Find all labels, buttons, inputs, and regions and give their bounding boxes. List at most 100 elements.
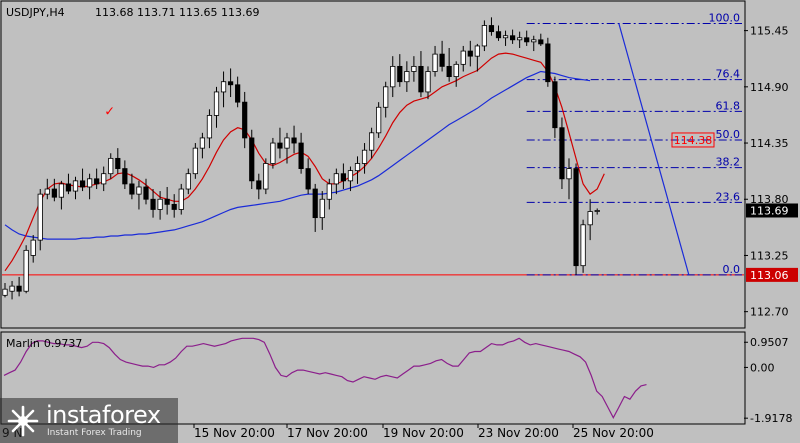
marlin-tick-label: 0.00: [750, 361, 775, 374]
main-chart-panel: 110.0100.076.461.850.038.223.60.0 ✓114.3…: [0, 0, 746, 329]
candle-body: [94, 178, 100, 185]
candle: [488, 17, 495, 36]
candle-body: [404, 71, 410, 83]
current-price-label: 113.69: [750, 204, 789, 217]
candle: [58, 180, 65, 210]
candle-body: [291, 137, 297, 144]
price-tick-label: 115.45: [750, 25, 789, 38]
candle: [150, 189, 156, 218]
marlin-value: 0.9737: [44, 337, 83, 350]
candle-body: [72, 180, 79, 192]
candle-body: [425, 71, 431, 93]
fibo-label: 100.0: [709, 11, 741, 24]
candle: [432, 45, 438, 77]
candle: [220, 71, 227, 108]
candle-body: [249, 137, 255, 182]
candle-body: [23, 249, 29, 292]
marlin-line: [3, 337, 647, 419]
candle: [446, 47, 452, 82]
marlin-tick-label: 0.9507: [750, 336, 789, 349]
candle: [136, 180, 142, 210]
candle: [249, 129, 255, 190]
candle-body: [122, 168, 128, 185]
candle-body: [30, 239, 36, 256]
candle: [481, 20, 488, 52]
candle-body: [524, 37, 530, 43]
candle-body: [495, 31, 502, 39]
candle-body: [566, 168, 572, 180]
candle-body: [361, 149, 368, 164]
candle: [312, 183, 318, 232]
candle: [171, 194, 177, 218]
candle: [30, 235, 36, 263]
candle-body: [432, 53, 438, 72]
candle: [305, 158, 311, 195]
symbol-label: USDJPY,H4: [6, 6, 65, 19]
candle: [44, 178, 50, 200]
candle-body: [488, 25, 495, 33]
time-tick-label: 19 Nov 20:00: [383, 426, 464, 440]
candle-body: [559, 127, 565, 180]
candle-body: [305, 168, 311, 190]
candle: [580, 219, 586, 273]
candle-body: [418, 65, 424, 93]
support-price-label: 113.06: [750, 269, 789, 282]
candle-body: [467, 50, 473, 57]
candle: [552, 76, 558, 138]
candle-body: [87, 178, 93, 188]
candle-body: [376, 106, 382, 134]
candle-body: [319, 198, 325, 219]
candle: [495, 25, 502, 41]
candle: [157, 191, 163, 220]
candle-body: [227, 81, 234, 86]
candle-body: [474, 45, 480, 57]
candles-layer: [2, 17, 600, 300]
candle: [108, 153, 114, 179]
time-axis: 15 Nov 20:00 17 Nov 20:00 19 Nov 20:00 23 N…: [2, 424, 654, 440]
candle-body: [509, 35, 516, 41]
support-price-label-bg: [746, 267, 798, 282]
candle-body: [573, 168, 579, 267]
candle: [185, 168, 191, 195]
candle: [397, 54, 403, 87]
candle-body: [164, 198, 170, 205]
candle: [361, 143, 368, 174]
check-mark-icon: ✓: [104, 104, 115, 119]
watermark-name: instaforex: [46, 401, 161, 429]
candle-body: [199, 137, 205, 149]
trend-line: [618, 23, 690, 276]
candle-body: [284, 137, 290, 149]
candle: [531, 35, 537, 52]
candle-body: [51, 188, 57, 198]
ma-slow-layer: [4, 70, 591, 240]
candle-body: [101, 173, 107, 185]
candle-body: [298, 142, 304, 169]
instaforex-logo-icon: [7, 405, 39, 437]
candle: [390, 56, 396, 98]
fibo-label: 61.8: [716, 99, 741, 112]
candle: [263, 158, 269, 195]
current-price-label-bg: [746, 203, 798, 218]
candle-body: [453, 63, 459, 78]
candle-body: [235, 84, 241, 103]
ma-slow-line: [4, 70, 591, 240]
candle-body: [2, 288, 8, 296]
candle: [453, 61, 459, 87]
candle: [439, 40, 445, 72]
candle: [460, 45, 466, 72]
candle-body: [312, 188, 318, 219]
candle: [418, 51, 424, 98]
candle-body: [213, 91, 220, 116]
fibo-label: 50.0: [716, 128, 741, 141]
candle-body: [79, 180, 86, 188]
candle: [538, 33, 544, 46]
candle: [143, 178, 149, 205]
watermark-tagline: Instant Forex Trading: [47, 428, 142, 438]
candle-body: [157, 198, 163, 210]
candle-body: [37, 193, 43, 241]
candle: [115, 148, 121, 174]
candle: [16, 276, 22, 297]
candle: [319, 191, 325, 230]
candle: [235, 76, 241, 108]
